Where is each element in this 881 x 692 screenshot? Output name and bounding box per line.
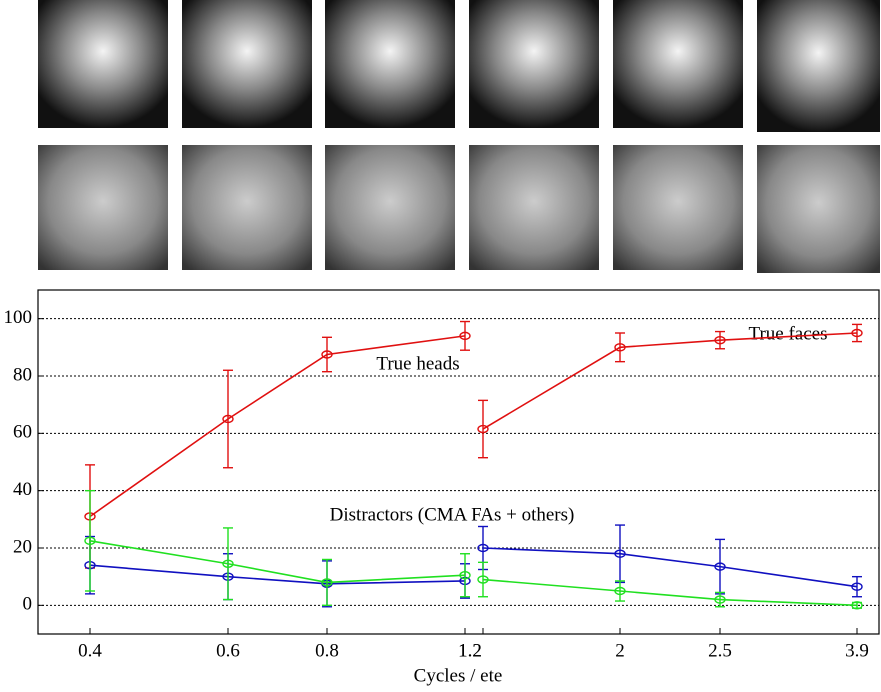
marker [477, 575, 489, 584]
face-image [325, 0, 455, 128]
y-tick-label: 100 [4, 307, 33, 328]
series-line [89, 335, 466, 518]
x-tick-label: 1.2 [458, 640, 482, 661]
series-line [482, 547, 858, 588]
annotation: Distractors (CMA FAs + others) [330, 504, 575, 525]
face-images [38, 0, 880, 273]
series-line [89, 540, 466, 584]
y-tick-label: 60 [13, 422, 32, 443]
error-bar [460, 553, 470, 598]
error-bar [322, 336, 332, 373]
series-line [482, 332, 858, 430]
marker [851, 328, 863, 338]
error-bar [85, 489, 95, 592]
marker [714, 335, 726, 345]
face-image [757, 145, 880, 273]
error-bar [223, 369, 233, 469]
annotation: True faces [749, 323, 828, 344]
series-line [89, 564, 466, 585]
marker [459, 331, 471, 341]
face-image [469, 0, 599, 128]
marker [84, 536, 96, 546]
x-tick-label: 3.9 [845, 640, 869, 661]
marker [851, 582, 863, 591]
y-tick-label: 0 [23, 594, 33, 615]
marker [222, 559, 234, 568]
x-tick-label: 0.8 [315, 640, 339, 661]
face-image [613, 0, 743, 128]
marker [459, 571, 471, 580]
face-image [38, 145, 168, 270]
marker [614, 549, 626, 558]
error-bar [715, 591, 725, 608]
series-line [482, 578, 858, 607]
error-bar [478, 399, 488, 459]
error-bar [852, 575, 862, 598]
error-bar [223, 527, 233, 601]
error-bar [460, 320, 470, 351]
error-bar [615, 332, 625, 363]
marker [222, 414, 234, 424]
x-tick-label: 1.2 [458, 640, 482, 661]
face-image [469, 145, 599, 270]
marker [614, 343, 626, 352]
error-bar [322, 558, 332, 607]
marker [614, 586, 626, 596]
marker [851, 601, 863, 610]
marker [714, 562, 726, 571]
face-image [182, 145, 312, 270]
marker [714, 595, 726, 604]
marker [477, 543, 489, 553]
x-axis-label: Cycles / ete [414, 665, 503, 686]
error-bar [478, 561, 488, 598]
x-tick-label: 0.6 [216, 640, 240, 661]
face-image [38, 0, 168, 128]
annotation: True heads [376, 353, 459, 374]
face-image [613, 145, 743, 270]
y-tick-label: 80 [13, 364, 32, 385]
face-image [325, 145, 455, 270]
y-tick-label: 40 [13, 479, 32, 500]
marker [321, 350, 333, 359]
x-tick-label: 0.4 [78, 640, 102, 661]
marker [321, 578, 333, 587]
error-bar [715, 330, 725, 350]
plot-frame [37, 289, 880, 635]
y-tick-label: 20 [13, 536, 32, 557]
x-tick-label: 2 [615, 640, 625, 661]
error-bar [852, 323, 862, 343]
face-image [757, 0, 880, 132]
face-image [182, 0, 312, 128]
error-bar [615, 580, 625, 602]
x-tick-label: 2.5 [708, 640, 732, 661]
marker [477, 424, 489, 434]
